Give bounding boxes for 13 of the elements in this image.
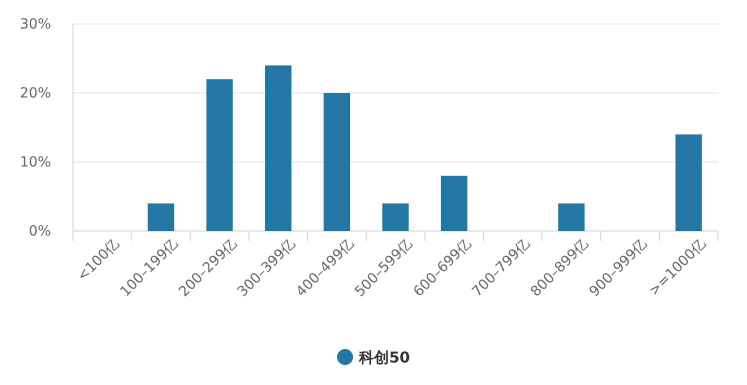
bar: [148, 203, 174, 231]
y-tick-label: 30%: [20, 16, 51, 32]
bar: [440, 176, 468, 231]
legend-label: 科创50: [358, 348, 410, 366]
y-tick-label: 10%: [20, 154, 51, 170]
y-tick-label: 0%: [28, 223, 51, 240]
bar: [675, 134, 702, 231]
bar: [265, 65, 292, 231]
bar: [382, 203, 409, 231]
bar: [558, 203, 585, 231]
bar: [324, 93, 350, 231]
bar: [206, 79, 233, 231]
y-tick-label: 20%: [20, 85, 51, 102]
